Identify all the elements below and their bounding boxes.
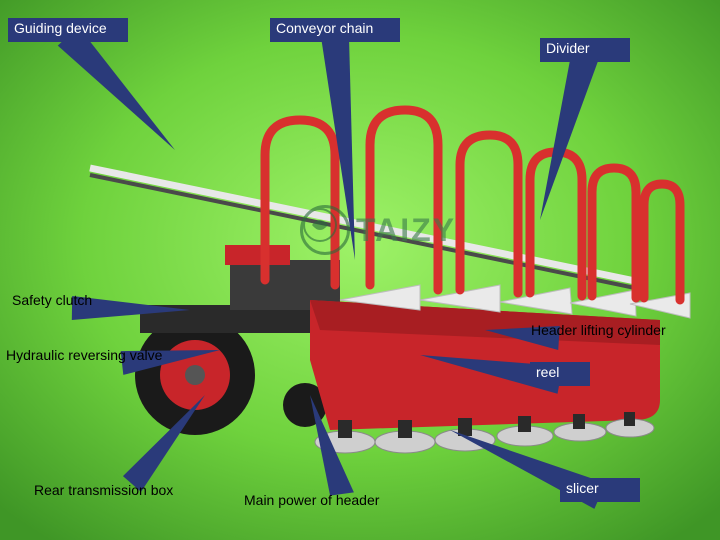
callout-pointer-divider <box>540 52 599 220</box>
callout-label-slicer: slicer <box>560 478 605 498</box>
callout-label-safety-clutch: Safety clutch <box>6 290 98 310</box>
callout-label-main-power-of-header: Main power of header <box>240 490 383 510</box>
diagram-canvas: TAIZY Guiding device Conveyor chain Divide… <box>0 0 720 540</box>
callout-label-divider: Divider <box>540 38 596 58</box>
machine-illustration <box>0 0 720 540</box>
callout-label-hydraulic-reversing-valve: Hydraulic reversing valve <box>2 345 166 365</box>
watermark-text: TAIZY <box>356 212 456 249</box>
callout-label-reel: reel <box>530 362 565 382</box>
callout-label-conveyor-chain: Conveyor chain <box>270 18 379 38</box>
callout-label-rear-transmission-box: Rear transmission box <box>30 480 177 500</box>
callout-label-header-lifting-cylinder: Header lifting cylinder <box>525 320 672 340</box>
callout-pointer-main-power-of-header <box>310 395 354 496</box>
watermark-logo-icon <box>300 205 350 255</box>
callout-pointer-rear-transmission-box <box>123 395 205 492</box>
callout-pointers <box>0 0 720 540</box>
watermark: TAIZY <box>300 205 456 255</box>
callout-pointer-guiding-device <box>58 26 175 150</box>
callout-label-guiding-device: Guiding device <box>8 18 113 38</box>
background-gradient <box>0 0 720 540</box>
